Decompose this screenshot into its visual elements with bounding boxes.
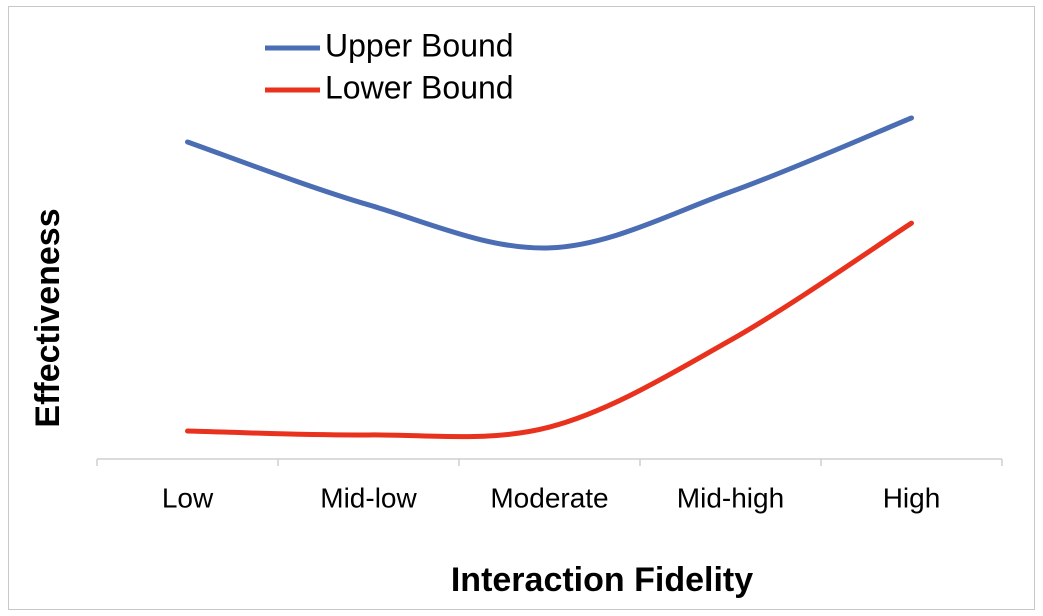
x-tick-label: Moderate xyxy=(490,482,608,513)
x-tick-label: Mid-low xyxy=(320,482,417,513)
line-series xyxy=(185,115,914,251)
chart-border xyxy=(8,6,1035,610)
x-tick-label: Low xyxy=(162,482,214,513)
x-tick-label: High xyxy=(883,482,941,513)
line-series xyxy=(185,220,914,440)
x-axis-ticks xyxy=(96,459,1003,466)
x-axis-title: Interaction Fidelity xyxy=(451,561,753,599)
x-tick-label: Mid-high xyxy=(677,482,784,513)
legend-label: Lower Bound xyxy=(325,69,514,105)
y-axis-title: Effectiveness xyxy=(29,208,67,427)
legend-label: Upper Bound xyxy=(325,27,514,63)
